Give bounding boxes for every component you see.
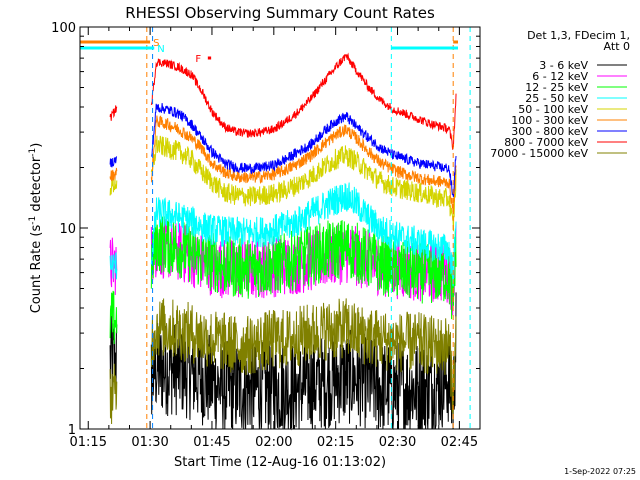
legend-entry-label: 300 - 800 keV [511, 125, 588, 138]
legend-entry-label: 12 - 25 keV [525, 81, 588, 94]
series-line [109, 135, 457, 232]
series-line [109, 115, 457, 215]
legend-entry-label: 3 - 6 keV [539, 59, 588, 72]
vertical-marker-lines [146, 27, 471, 429]
legend-entry-label: 7000 - 15000 keV [490, 147, 588, 160]
legend-entry-label: 50 - 100 keV [518, 103, 588, 116]
legend-entry-label: 6 - 12 keV [532, 70, 588, 83]
x-tick-label: 01:45 [193, 435, 230, 450]
series-layer [109, 52, 457, 431]
series-line [109, 103, 457, 197]
y-tick-label: 1 [68, 423, 76, 438]
legend-header-line-2: Att 0 [604, 40, 630, 53]
flag-label: S [153, 38, 159, 49]
axis-ticks: 01:15 01:30 01:45 02:00 02:15 02:30 02:45 1 10 10… [51, 21, 481, 450]
series-line [109, 298, 457, 424]
flag-bars: SN F [80, 38, 458, 65]
legend-entry-label: 800 - 7000 keV [504, 136, 588, 149]
legend-entry-label: 25 - 50 keV [525, 92, 588, 105]
y-axis-label: Count Rate (s-1 detector-1) [28, 143, 44, 314]
x-tick-label: 02:30 [379, 435, 416, 450]
x-tick-label: 02:15 [317, 435, 354, 450]
x-tick-label: 02:00 [255, 435, 292, 450]
x-tick-label: 02:45 [441, 435, 478, 450]
series-line [109, 52, 457, 150]
chart-title: RHESSI Observing Summary Count Rates [125, 4, 435, 22]
plot-area: SN F 01:15 01:30 01:45 02:00 02:15 02:30 02:45 1… [51, 21, 481, 450]
x-tick-label: 01:30 [131, 435, 168, 450]
x-tick-label: 01:15 [70, 435, 107, 450]
legend-header-line-1: Det 1,3, FDecim 1, [527, 29, 630, 42]
series-line [109, 182, 457, 287]
date-stamp: 1-Sep-2022 07:25 [564, 467, 636, 476]
x-axis-label: Start Time (12-Aug-16 01:13:02) [174, 455, 386, 470]
y-tick-label: 10 [59, 222, 76, 237]
y-tick-label: 100 [51, 21, 76, 36]
flag-label: F [195, 54, 201, 65]
legend-entry-label: 100 - 300 keV [511, 114, 588, 127]
flag-label: N [157, 44, 164, 55]
